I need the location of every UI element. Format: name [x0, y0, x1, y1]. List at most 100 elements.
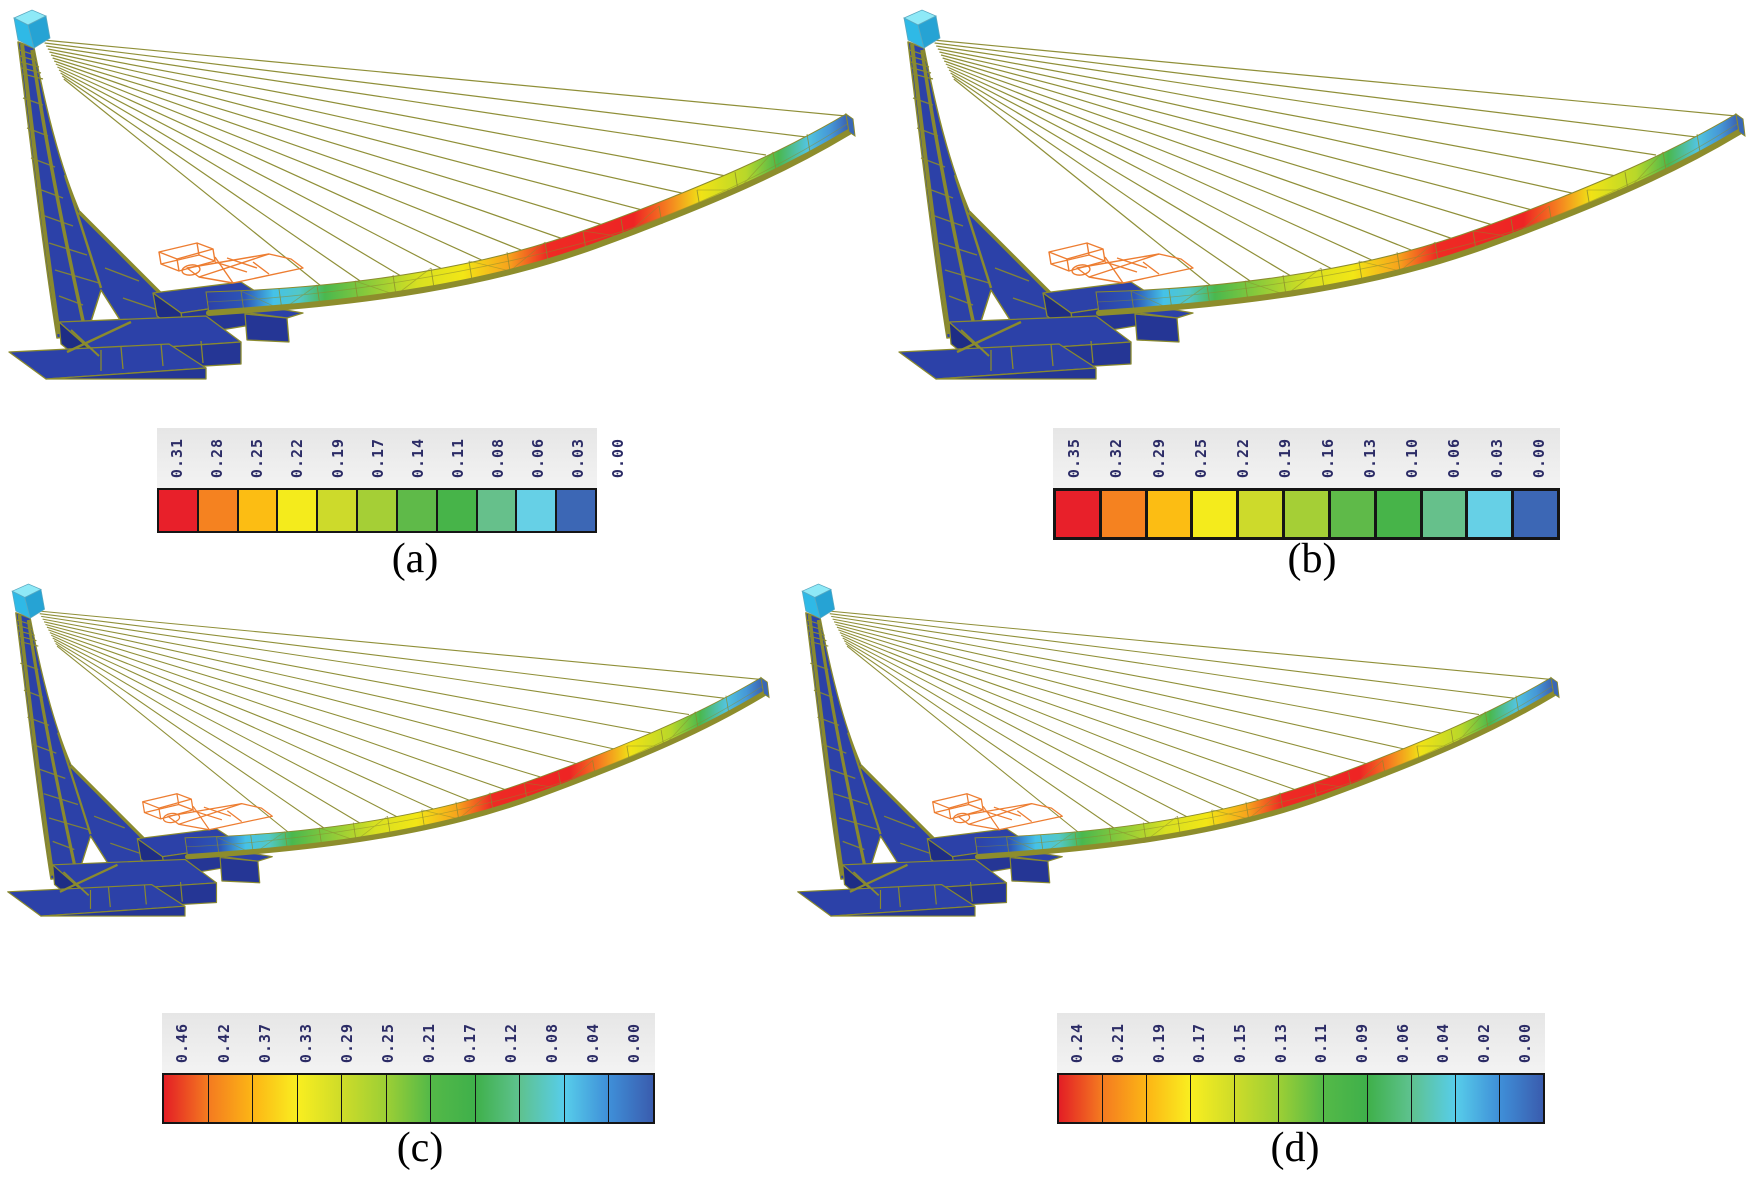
colorbar-tick-label: 0.22	[288, 437, 307, 479]
colorbar-tick-label: 0.46	[173, 1022, 192, 1064]
colorbar-label-slot: 0.29	[326, 1013, 367, 1073]
colorbar-label-slot: 0.22	[1222, 428, 1264, 488]
colorbar-label-slot: 0.29	[1138, 428, 1180, 488]
bridge-model-d	[790, 575, 1565, 917]
bridge-model-c	[0, 575, 775, 917]
colorbar-label-slot: 0.21	[1098, 1013, 1139, 1073]
colorbar-tick-label: 0.17	[1190, 1022, 1209, 1064]
colorbar-tick-label: 0.00	[1515, 1022, 1534, 1064]
colorbar-label-strip: 0.31 0.28 0.25 0.22 0.19 0.17 0.14 0.11 0.08 0.06…	[157, 428, 627, 488]
colorbar-tick-label: 0.02	[1475, 1022, 1494, 1064]
colorbar-cell	[386, 1075, 432, 1122]
colorbar-cell	[1191, 1075, 1236, 1122]
colorbar-cell	[238, 490, 279, 531]
colorbar-cell	[437, 490, 478, 531]
colorbar-label-slot: 0.09	[1342, 1013, 1383, 1073]
colorbar-label-slot: 0.21	[408, 1013, 449, 1073]
colorbar-cells	[1057, 1073, 1545, 1124]
colorbar-b: 0.35 0.32 0.29 0.25 0.22 0.19 0.16 0.13 0.10 0.06…	[1053, 428, 1560, 540]
colorbar-label-slot: 0.46	[162, 1013, 203, 1073]
colorbar-label-slot: 0.08	[532, 1013, 573, 1073]
colorbar-cell	[1455, 1075, 1500, 1122]
colorbar-tick-label: 0.04	[1434, 1022, 1453, 1064]
colorbar-tick-label: 0.06	[1445, 437, 1464, 479]
caption-b: (b)	[1287, 536, 1337, 582]
colorbar-label-slot: 0.04	[1423, 1013, 1464, 1073]
colorbar-label-slot: 0.16	[1307, 428, 1349, 488]
colorbar-tick-label: 0.10	[1403, 437, 1422, 479]
colorbar-cell	[477, 490, 518, 531]
colorbar-cell	[159, 490, 199, 531]
colorbar-tick-label: 0.22	[1234, 437, 1253, 479]
colorbar-label-slot: 0.06	[1382, 1013, 1423, 1073]
colorbar-label-slot: 0.22	[277, 428, 317, 488]
caption-c: (c)	[396, 1125, 444, 1171]
colorbar-tick-label: 0.21	[420, 1022, 438, 1064]
caption-d: (d)	[1270, 1125, 1320, 1171]
colorbar-cell	[475, 1075, 521, 1122]
colorbar-label-slot: 0.00	[598, 428, 638, 488]
bridge-model-b	[890, 0, 1752, 380]
colorbar-cell	[1422, 491, 1469, 537]
colorbar-label-slot: 0.19	[318, 428, 358, 488]
colorbar-label-slot: 0.12	[491, 1013, 532, 1073]
colorbar-cell	[517, 490, 558, 531]
colorbar-tick-label: 0.25	[248, 437, 267, 479]
colorbar-label-slot: 0.03	[1476, 428, 1518, 488]
colorbar-tick-label: 0.25	[1191, 437, 1210, 479]
colorbar-cell	[1059, 1075, 1104, 1122]
colorbar-tick-label: 0.21	[1109, 1022, 1127, 1064]
colorbar-tick-label: 0.24	[1068, 1022, 1087, 1064]
colorbar-cell	[1376, 491, 1423, 537]
colorbar-tick-label: 0.13	[1271, 1022, 1290, 1064]
colorbar-tick-label: 0.31	[168, 437, 187, 479]
colorbar-label-slot: 0.33	[285, 1013, 326, 1073]
colorbar-label-slot: 0.32	[1095, 428, 1137, 488]
colorbar-label-slot: 0.17	[1179, 1013, 1220, 1073]
colorbar-label-slot: 0.06	[1433, 428, 1475, 488]
colorbar-cell	[397, 490, 438, 531]
colorbar-tick-label: 0.29	[337, 1022, 356, 1064]
colorbar-label-slot: 0.03	[558, 428, 598, 488]
colorbar-cell	[1411, 1075, 1456, 1122]
colorbar-tick-label: 0.09	[1353, 1022, 1372, 1064]
colorbar-cell	[164, 1075, 209, 1122]
colorbar-c: 0.46 0.42 0.37 0.33 0.29 0.25 0.21 0.17 0.12 0.08…	[162, 1013, 655, 1124]
colorbar-cell	[253, 1075, 298, 1122]
colorbar-cell	[1367, 1075, 1412, 1122]
colorbar-label-slot: 0.11	[1301, 1013, 1342, 1073]
colorbar-tick-label: 0.29	[1149, 437, 1168, 479]
colorbar-label-slot: 0.08	[478, 428, 518, 488]
colorbar-cell	[358, 490, 398, 531]
colorbar-label-slot: 0.42	[203, 1013, 244, 1073]
colorbar-d: 0.24 0.21 0.19 0.17 0.15 0.13 0.11 0.09 0.06 0.04…	[1057, 1013, 1545, 1124]
colorbar-tick-label: 0.00	[1529, 437, 1548, 479]
colorbar-tick-label: 0.17	[461, 1022, 480, 1064]
bridge-model-a	[0, 0, 862, 380]
colorbar-label-slot: 0.13	[1349, 428, 1391, 488]
colorbar-cell	[278, 490, 319, 531]
colorbar-tick-label: 0.08	[489, 437, 508, 479]
colorbar-cell	[1468, 491, 1515, 537]
colorbar-label-slot: 0.25	[237, 428, 277, 488]
colorbar-cell	[1330, 491, 1377, 537]
colorbar-tick-label: 0.04	[584, 1022, 603, 1064]
colorbar-cell	[1101, 491, 1148, 537]
colorbar-cell	[342, 1075, 387, 1122]
colorbar-tick-label: 0.37	[255, 1022, 274, 1064]
colorbar-tick-label: 0.03	[1487, 437, 1506, 479]
colorbar-cell	[1239, 491, 1286, 537]
colorbar-tick-label: 0.11	[1312, 1022, 1331, 1064]
colorbar-cell	[297, 1075, 343, 1122]
colorbar-tick-label: 0.42	[214, 1022, 233, 1064]
colorbar-cell	[520, 1075, 565, 1122]
colorbar-cells	[1053, 488, 1560, 540]
colorbar-label-strip: 0.24 0.21 0.19 0.17 0.15 0.13 0.11 0.09 0.06 0.04…	[1057, 1013, 1545, 1073]
colorbar-cells	[162, 1073, 655, 1124]
colorbar-tick-label: 0.08	[543, 1022, 562, 1064]
colorbar-cell	[198, 490, 239, 531]
colorbar-cell	[431, 1075, 476, 1122]
colorbar-tick-label: 0.19	[1149, 1022, 1168, 1064]
colorbar-label-slot: 0.11	[438, 428, 478, 488]
colorbar-tick-label: 0.11	[448, 437, 467, 479]
